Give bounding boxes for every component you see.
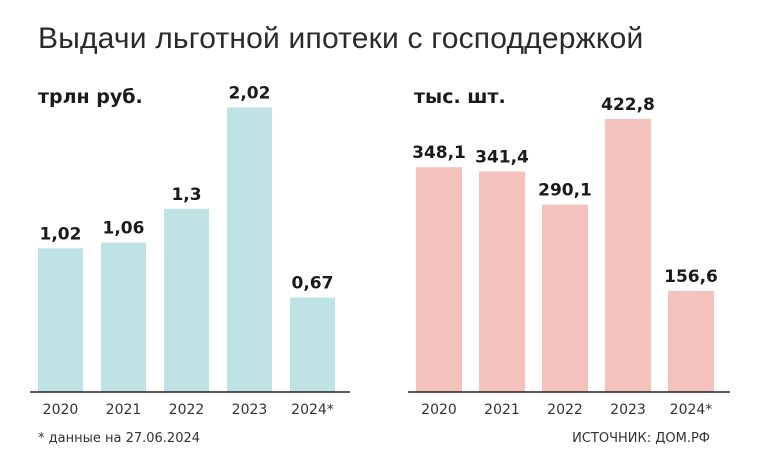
left-x-tick-label: 2022 [169, 402, 205, 418]
left-bar-2024 [290, 297, 335, 392]
right-bar-2023 [605, 118, 651, 393]
right-x-tick-label: 2021 [484, 402, 520, 418]
right-bar-2024 [668, 290, 714, 392]
left-bar-value-label: 1,06 [103, 219, 145, 239]
left-bar-2023 [227, 107, 272, 392]
right-x-tick-label: 2023 [610, 402, 646, 418]
left-bar-2022 [164, 208, 209, 392]
right-bar-chart: 348,1 2020 341,4 2021 290,1 2022 422,8 2023 156,… [408, 95, 730, 418]
right-bar-value-label: 348,1 [412, 143, 466, 163]
left-bar-2020 [38, 248, 83, 392]
left-bar-value-label: 0,67 [292, 274, 334, 294]
left-x-tick-label: 2024* [291, 402, 334, 418]
left-bar-value-label: 1,3 [171, 185, 201, 205]
left-x-tick-label: 2023 [232, 402, 268, 418]
chart-title: Выдачи льготной ипотеки с господдержкой [38, 22, 644, 55]
right-bar-2022 [542, 204, 588, 392]
footnote: * данные на 27.06.2024 [38, 431, 201, 446]
right-bar-value-label: 341,4 [475, 148, 529, 168]
left-x-tick-label: 2021 [106, 402, 142, 418]
left-bar-value-label: 1,02 [40, 224, 82, 244]
right-bar-value-label: 290,1 [538, 181, 592, 201]
left-bar-2021 [101, 242, 146, 392]
source-note: ИСТОЧНИК: ДОМ.РФ [572, 431, 710, 446]
right-x-tick-label: 2024* [670, 402, 713, 418]
right-bar-value-label: 156,6 [664, 267, 718, 287]
left-bar-value-label: 2,02 [229, 83, 271, 103]
right-bar-value-label: 422,8 [601, 95, 655, 115]
right-x-tick-label: 2022 [547, 402, 583, 418]
left-bar-chart: 1,02 2020 1,06 2021 1,3 2022 2,02 2023 0,67 2024* [30, 83, 350, 418]
left-x-tick-label: 2020 [43, 402, 79, 418]
right-bar-2021 [479, 171, 525, 392]
right-x-tick-label: 2020 [421, 402, 457, 418]
right-chart-unit: тыс. шт. [414, 86, 506, 108]
right-bar-2020 [416, 167, 462, 392]
left-chart-unit: трлн руб. [38, 86, 143, 108]
